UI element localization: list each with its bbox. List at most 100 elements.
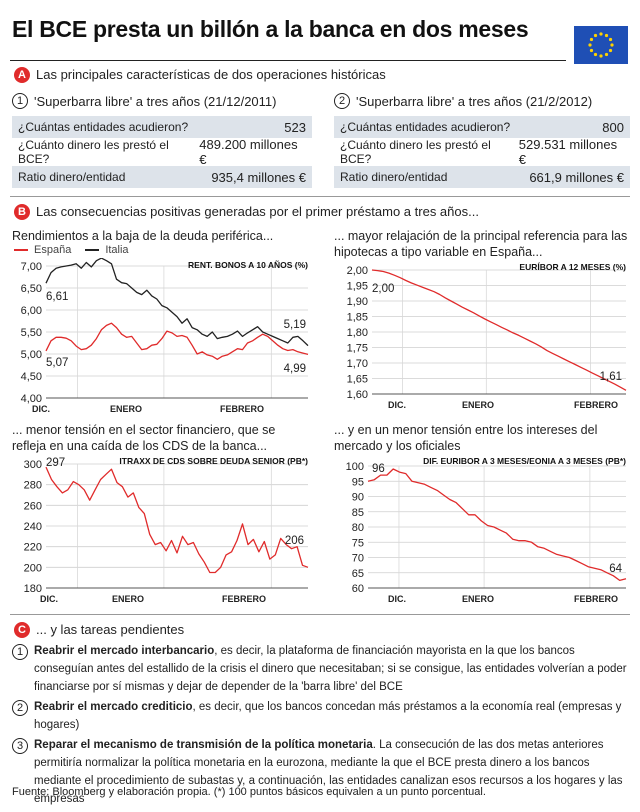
star-icon: [593, 52, 598, 57]
series-line-b: [45, 258, 309, 347]
eu-flag-icon: [574, 26, 628, 64]
operation-2-row: Ratio dinero/entidad 661,9 millones €: [334, 166, 630, 188]
section-c-title: ... y las tareas pendientes: [36, 622, 185, 637]
x-tick-label: FEBRERO: [222, 594, 266, 604]
data-label: 96: [372, 463, 385, 475]
y-tick-label: 240: [24, 521, 42, 533]
x-tick-label: FEBRERO: [574, 400, 618, 410]
star-icon: [604, 33, 609, 38]
y-tick-label: 60: [352, 583, 364, 595]
section-c-badge: C: [14, 622, 30, 638]
star-icon: [604, 52, 609, 57]
pending-item-number: 3: [12, 738, 28, 754]
x-tick-label: ENERO: [462, 400, 494, 410]
chart-4-title: ... y en un menor tensión entre los inte…: [334, 423, 598, 453]
y-tick-label: 4,00: [21, 393, 42, 405]
y-tick-label: 6,00: [21, 305, 42, 317]
chart-4-spread: 100 95 90 85 80 75 70 65 60 DIF. EURIBOR A 3 MESE…: [346, 456, 627, 604]
y-tick-label: 1,75: [347, 343, 368, 355]
pending-item-text: Reabrir el mercado crediticio, es decir,…: [34, 701, 622, 731]
series-line-a: [371, 269, 627, 391]
operation-2-number: 2: [334, 93, 350, 109]
pending-item-number: 2: [12, 700, 28, 716]
x-tick-label: DIC.: [32, 404, 50, 414]
star-icon: [589, 48, 594, 53]
x-tick-label: FEBRERO: [574, 594, 618, 604]
operation-2-title: 'Superbarra libre' a tres años (21/2/201…: [356, 93, 593, 109]
chart-1-legend: España Italia: [14, 244, 129, 256]
operation-1-number: 1: [12, 93, 28, 109]
series-line-a: [367, 468, 627, 582]
y-tick-label: 5,00: [21, 349, 42, 361]
y-tick-label: 75: [352, 537, 364, 549]
operation-1-row: Ratio dinero/entidad 935,4 millones €: [12, 166, 312, 188]
section-a-title: Las principales características de dos o…: [36, 67, 386, 82]
data-label: 6,61: [46, 291, 68, 303]
legend-swatch-espana: [14, 249, 28, 251]
operation-2-row: ¿Cuántas entidades acudieron? 800: [334, 116, 630, 138]
chart-tag: ITRAXX DE CDS SOBRE DEUDA SENIOR (PB*): [119, 456, 308, 466]
legend-label-italia: Italia: [105, 244, 129, 256]
star-icon: [599, 54, 603, 58]
y-tick-label: 80: [352, 522, 364, 534]
star-icon: [599, 32, 603, 36]
y-tick-label: 6,50: [21, 283, 42, 295]
star-icon: [608, 37, 613, 42]
y-tick-label: 100: [346, 461, 364, 473]
section-b-title: Las consecuencias positivas generadas po…: [36, 204, 479, 219]
operation-1-row: ¿Cuántas entidades acudieron? 523: [12, 116, 312, 138]
y-tick-label: 85: [352, 507, 364, 519]
operation-1: 1 'Superbarra libre' a tres años (21/12/…: [12, 90, 312, 188]
y-tick-label: 7,00: [21, 261, 42, 273]
x-tick-label: ENERO: [110, 404, 142, 414]
chart-1-title: Rendimientos a la baja de la deuda perif…: [12, 229, 274, 243]
data-label: 206: [285, 535, 304, 547]
star-icon: [589, 37, 594, 42]
section-divider: [10, 196, 630, 197]
legend-label-espana: España: [34, 244, 72, 256]
chart-tag: EURÍBOR A 12 MESES (%): [519, 262, 626, 272]
y-tick-label: 2,00: [347, 265, 368, 277]
y-tick-label: 70: [352, 553, 364, 565]
chart-3-cds: 300 280 260 240 220 200 180 ITRAXX DE CDS SOBRE…: [24, 456, 309, 604]
data-label: 4,99: [284, 363, 306, 375]
operation-2: 2 'Superbarra libre' a tres años (21/2/2…: [334, 90, 630, 188]
y-tick-label: 1,65: [347, 374, 368, 386]
y-tick-label: 1,80: [347, 327, 368, 339]
pending-item: 3 Reparar el mecanismo de transmisión de…: [12, 736, 630, 808]
data-label: 5,07: [46, 357, 68, 369]
x-tick-label: ENERO: [112, 594, 144, 604]
y-tick-label: 65: [352, 568, 364, 580]
y-tick-label: 200: [24, 562, 42, 574]
x-tick-label: DIC.: [388, 400, 406, 410]
section-divider: [10, 614, 630, 615]
data-label: 1,61: [600, 371, 622, 383]
y-tick-label: 95: [352, 476, 364, 488]
x-tick-label: FEBRERO: [220, 404, 264, 414]
pending-item-number: 1: [12, 644, 28, 660]
y-tick-label: 300: [24, 459, 42, 471]
chart-tag: DIF. EURIBOR A 3 MESES/EONIA A 3 MESES (…: [423, 456, 626, 466]
title-divider: [10, 60, 566, 61]
y-tick-label: 280: [24, 480, 42, 492]
data-label: 5,19: [284, 319, 306, 331]
section-b-badge: B: [14, 204, 30, 220]
chart-3-title: ... menor tensión en el sector financier…: [12, 423, 276, 453]
star-icon: [588, 43, 592, 47]
y-tick-label: 5,50: [21, 327, 42, 339]
star-icon: [610, 43, 614, 47]
pending-tasks: 1 Reabrir el mercado interbancario, es d…: [12, 642, 630, 808]
y-tick-label: 90: [352, 492, 364, 504]
y-tick-label: 1,90: [347, 296, 368, 308]
series-line-a: [45, 466, 309, 574]
pending-item: 2 Reabrir el mercado crediticio, es deci…: [12, 698, 630, 734]
section-a-badge: A: [14, 67, 30, 83]
page-title: El BCE presta un billón a la banca en do…: [12, 16, 529, 42]
x-tick-label: DIC.: [388, 594, 406, 604]
y-tick-label: 4,50: [21, 371, 42, 383]
pending-item-text: Reabrir el mercado interbancario, es dec…: [34, 645, 627, 693]
y-tick-label: 1,60: [347, 389, 368, 401]
operation-1-row: ¿Cuánto dinero les prestó el BCE? 489.200…: [18, 137, 298, 167]
data-label: 64: [609, 563, 622, 575]
star-icon: [593, 33, 598, 38]
